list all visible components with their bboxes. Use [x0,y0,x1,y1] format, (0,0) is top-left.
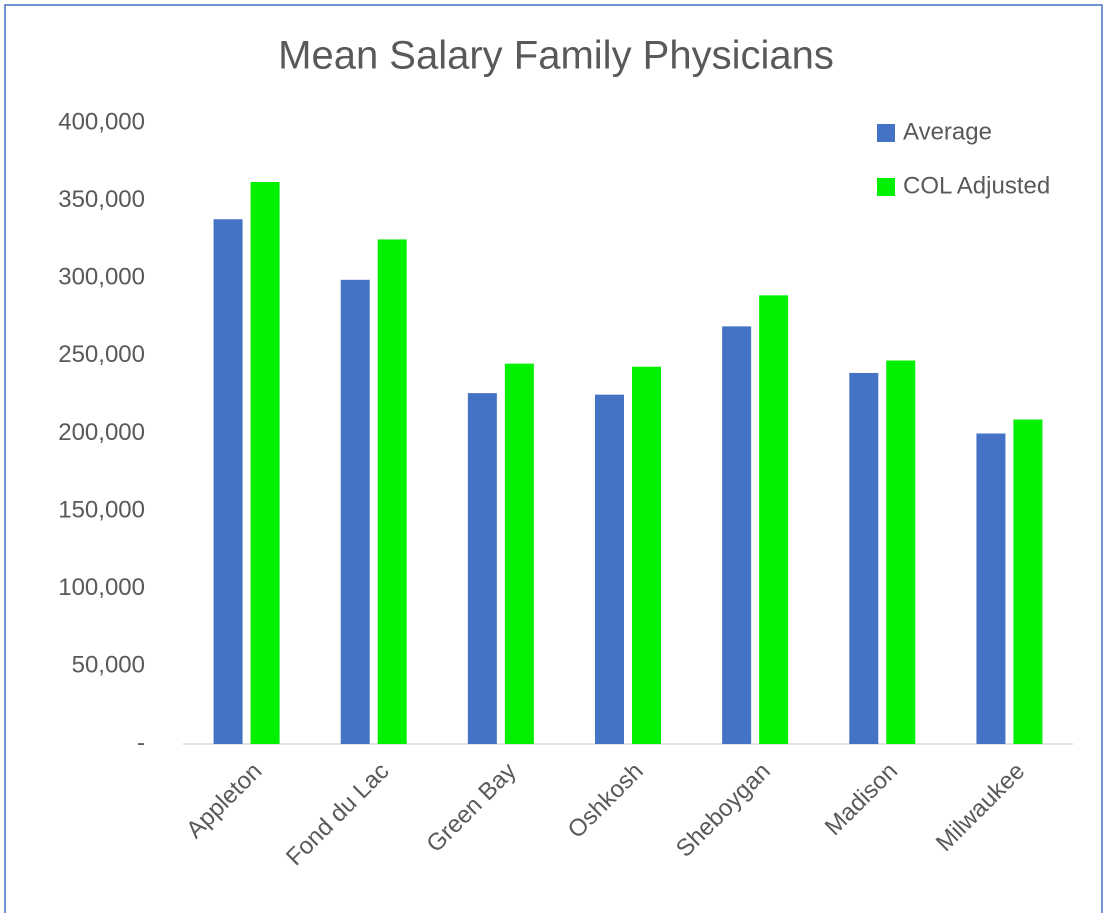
y-tick-label: 200,000 [58,419,145,446]
bar [595,394,624,744]
y-tick-label: 250,000 [58,341,145,368]
bar [250,181,280,744]
y-tick-label: - [137,729,145,756]
bar [886,360,916,744]
legend-label: COL Adjusted [903,172,1050,199]
bar [759,295,789,744]
bar [467,393,497,744]
chart-title: Mean Salary Family Physicians [278,34,834,78]
y-tick-label: 100,000 [58,574,145,601]
y-tick-label: 50,000 [72,652,145,679]
bar [504,363,534,744]
bar [340,279,370,744]
chart-border [4,4,1103,913]
bar [976,433,1006,744]
legend-swatch [877,124,895,142]
bar [632,366,661,744]
y-tick-label: 150,000 [58,496,145,523]
y-tick-label: 400,000 [58,108,145,135]
legend-label: Average [903,118,992,145]
bar [377,239,407,744]
y-tick-label: 300,000 [58,264,145,291]
bar [1013,419,1043,744]
bar [849,372,879,744]
bar [213,219,243,744]
bar [722,326,752,744]
y-tick-label: 350,000 [58,186,145,213]
legend-swatch [877,178,895,196]
